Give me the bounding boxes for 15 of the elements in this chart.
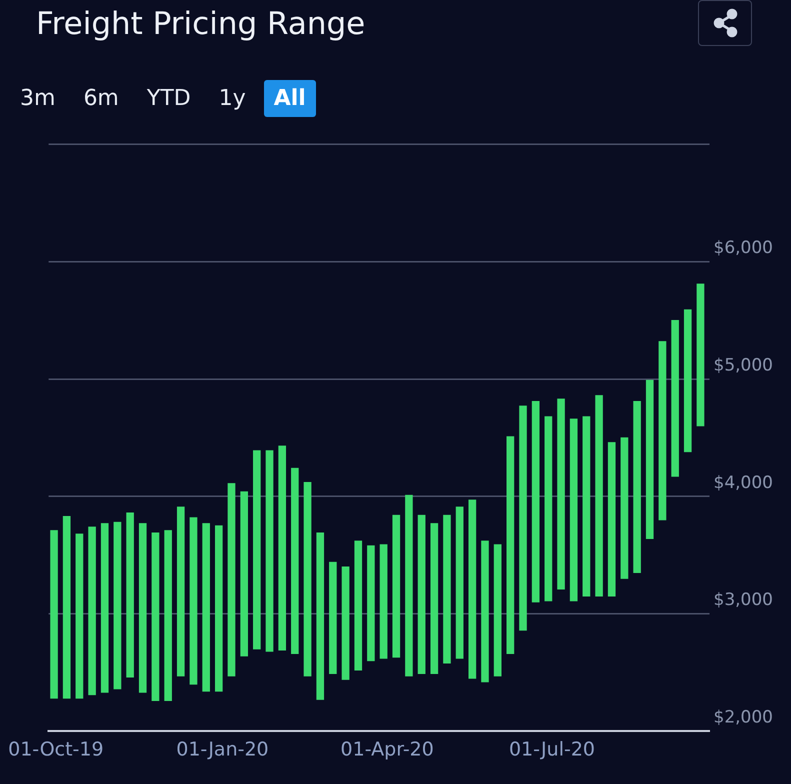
y-tick-label: $6,000 bbox=[714, 238, 773, 258]
text: 6m bbox=[82, 85, 120, 113]
y-tick-label: $2,000 bbox=[714, 708, 773, 728]
x-tick-label: 01-Jan-20 bbox=[176, 738, 269, 761]
y-tick-label: $5,000 bbox=[714, 355, 773, 376]
y-tick-label: $4,000 bbox=[714, 472, 773, 493]
text: All bbox=[264, 80, 316, 117]
text: 3m bbox=[19, 85, 56, 113]
x-tick-label: 01-Apr-20 bbox=[340, 738, 434, 761]
y-tick-label: $3,000 bbox=[714, 590, 773, 610]
x-tick-label: 01-Oct-19 bbox=[8, 738, 104, 761]
chart-title: Freight Pricing Range bbox=[36, 6, 366, 42]
x-tick-label: 01-Jul-20 bbox=[508, 738, 596, 761]
text: 1y bbox=[218, 85, 247, 113]
text: YTD bbox=[146, 85, 192, 113]
